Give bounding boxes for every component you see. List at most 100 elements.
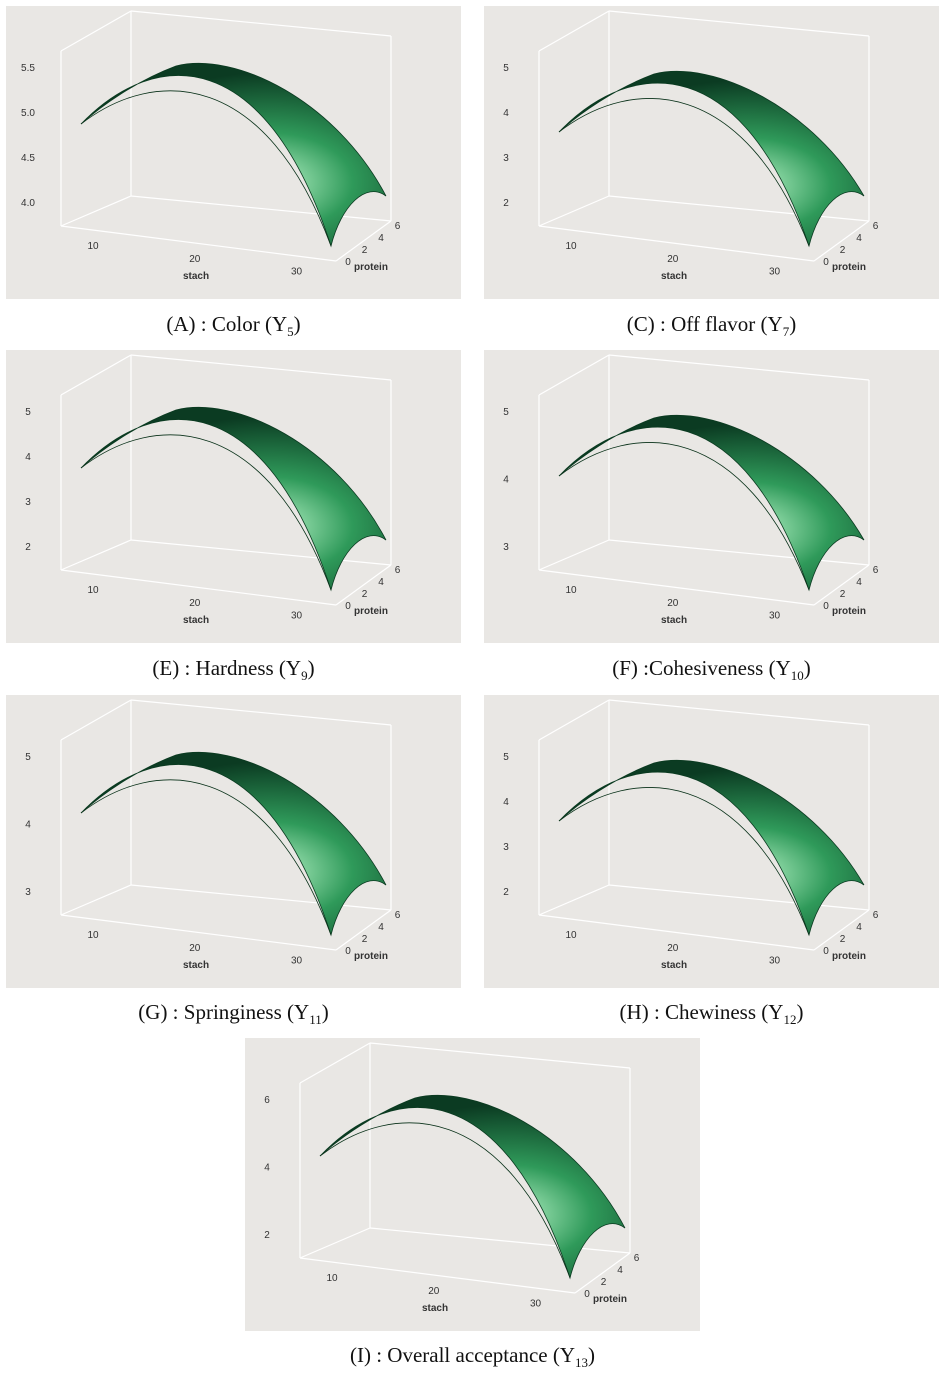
y-axis-label: protein bbox=[832, 606, 866, 617]
box-edge bbox=[538, 539, 610, 571]
box-edge bbox=[608, 884, 870, 911]
x-tick-label: 10 bbox=[87, 241, 99, 252]
z-tick-label: 3 bbox=[503, 153, 509, 164]
box-edge bbox=[813, 220, 870, 262]
box-edge bbox=[60, 884, 132, 916]
box-edge bbox=[813, 564, 870, 606]
caption-close: ) bbox=[796, 1000, 804, 1024]
box-edge bbox=[130, 539, 392, 566]
z-tick-label: 3 bbox=[503, 842, 509, 853]
box-edge bbox=[130, 354, 392, 381]
x-tick-label: 20 bbox=[667, 943, 679, 954]
y-tick-label: 6 bbox=[634, 1253, 640, 1264]
panel-caption: (F) :Cohesiveness (Y10) bbox=[484, 656, 939, 684]
box-edge bbox=[608, 195, 870, 222]
x-tick-label: 10 bbox=[326, 1273, 338, 1284]
z-tick-label: 5 bbox=[25, 407, 31, 418]
y-tick-label: 0 bbox=[345, 946, 351, 957]
panel-caption: (G) : Springiness (Y11) bbox=[6, 1000, 461, 1028]
box-edge bbox=[335, 220, 392, 262]
z-tick-label: 3 bbox=[25, 887, 31, 898]
x-tick-label: 30 bbox=[769, 956, 781, 967]
panel-caption: (E) : Hardness (Y9) bbox=[6, 656, 461, 684]
y-tick-label: 2 bbox=[840, 589, 846, 600]
z-tick-label: 5.0 bbox=[21, 108, 35, 119]
box-edge bbox=[538, 354, 610, 396]
y-tick-label: 0 bbox=[823, 257, 829, 268]
y-tick-label: 6 bbox=[873, 565, 879, 576]
x-tick-label: 20 bbox=[189, 943, 201, 954]
y-tick-label: 0 bbox=[345, 601, 351, 612]
x-tick-label: 10 bbox=[565, 241, 577, 252]
plot-panel: 5 4 3 10 20 30 0 2 4 6 stach protein bbox=[484, 350, 939, 643]
x-tick-label: 10 bbox=[565, 585, 577, 596]
y-axis-label: protein bbox=[593, 1294, 627, 1305]
x-tick-label: 20 bbox=[189, 254, 201, 265]
box-edge bbox=[335, 564, 392, 606]
box-edge bbox=[299, 1042, 371, 1084]
box-edge bbox=[60, 195, 132, 227]
x-tick-label: 20 bbox=[667, 254, 679, 265]
caption-text: (E) : Hardness (Y bbox=[152, 656, 302, 680]
x-tick-label: 30 bbox=[530, 1299, 542, 1310]
x-axis-label: stach bbox=[183, 615, 209, 626]
box-edge bbox=[538, 195, 610, 227]
box-edge bbox=[608, 10, 870, 37]
z-tick-label: 4 bbox=[503, 475, 509, 486]
box-edge bbox=[60, 354, 132, 396]
z-tick-label: 5 bbox=[503, 63, 509, 74]
box-edge bbox=[608, 539, 870, 566]
caption-text: (I) : Overall acceptance (Y bbox=[349, 1343, 576, 1367]
box-edge bbox=[608, 354, 870, 381]
caption-subscript: 7 bbox=[782, 324, 790, 340]
caption-subscript: 11 bbox=[309, 1012, 322, 1028]
caption-subscript: 13 bbox=[575, 1355, 589, 1371]
caption-close: ) bbox=[588, 1343, 596, 1367]
plot-panel: 5.5 5.0 4.5 4.0 10 20 30 0 2 4 6 stach protein bbox=[6, 6, 461, 299]
y-tick-label: 6 bbox=[873, 221, 879, 232]
box-edge bbox=[60, 10, 132, 52]
box-edge bbox=[299, 1227, 371, 1259]
x-axis-label: stach bbox=[183, 960, 209, 971]
box-edge bbox=[369, 1227, 631, 1254]
response-surface bbox=[319, 1094, 626, 1280]
y-tick-label: 2 bbox=[362, 934, 368, 945]
z-tick-label: 2 bbox=[503, 887, 509, 898]
caption-close: ) bbox=[293, 312, 301, 336]
y-tick-label: 2 bbox=[362, 589, 368, 600]
x-axis-label: stach bbox=[661, 615, 687, 626]
y-axis-label: protein bbox=[354, 262, 388, 273]
caption-close: ) bbox=[307, 656, 315, 680]
y-tick-label: 2 bbox=[601, 1277, 607, 1288]
box-edge bbox=[813, 909, 870, 951]
caption-text: (G) : Springiness (Y bbox=[138, 1000, 310, 1024]
x-axis-label: stach bbox=[661, 960, 687, 971]
box-edge bbox=[608, 699, 870, 726]
z-tick-label: 6 bbox=[264, 1095, 270, 1106]
caption-subscript: 9 bbox=[301, 668, 308, 684]
y-tick-label: 2 bbox=[840, 245, 846, 256]
y-axis-label: protein bbox=[354, 606, 388, 617]
response-surface bbox=[558, 759, 865, 937]
plot-panel: 6 4 2 10 20 30 0 2 4 6 stach protein bbox=[245, 1038, 700, 1331]
caption-close: ) bbox=[321, 1000, 329, 1024]
x-tick-label: 10 bbox=[565, 930, 577, 941]
surface-fold bbox=[558, 98, 810, 247]
box-edge bbox=[60, 539, 132, 571]
plot-panel: 5 4 3 10 20 30 0 2 4 6 stach protein bbox=[6, 695, 461, 988]
box-edge bbox=[335, 909, 392, 951]
x-axis-label: stach bbox=[183, 271, 209, 282]
caption-text: (A) : Color (Y bbox=[166, 312, 288, 336]
z-tick-label: 5 bbox=[503, 407, 509, 418]
z-tick-label: 5 bbox=[25, 752, 31, 763]
z-tick-label: 4 bbox=[503, 797, 509, 808]
response-surface bbox=[80, 751, 387, 937]
y-tick-label: 0 bbox=[823, 601, 829, 612]
caption-text: (F) :Cohesiveness (Y bbox=[612, 656, 791, 680]
x-axis-label: stach bbox=[661, 271, 687, 282]
